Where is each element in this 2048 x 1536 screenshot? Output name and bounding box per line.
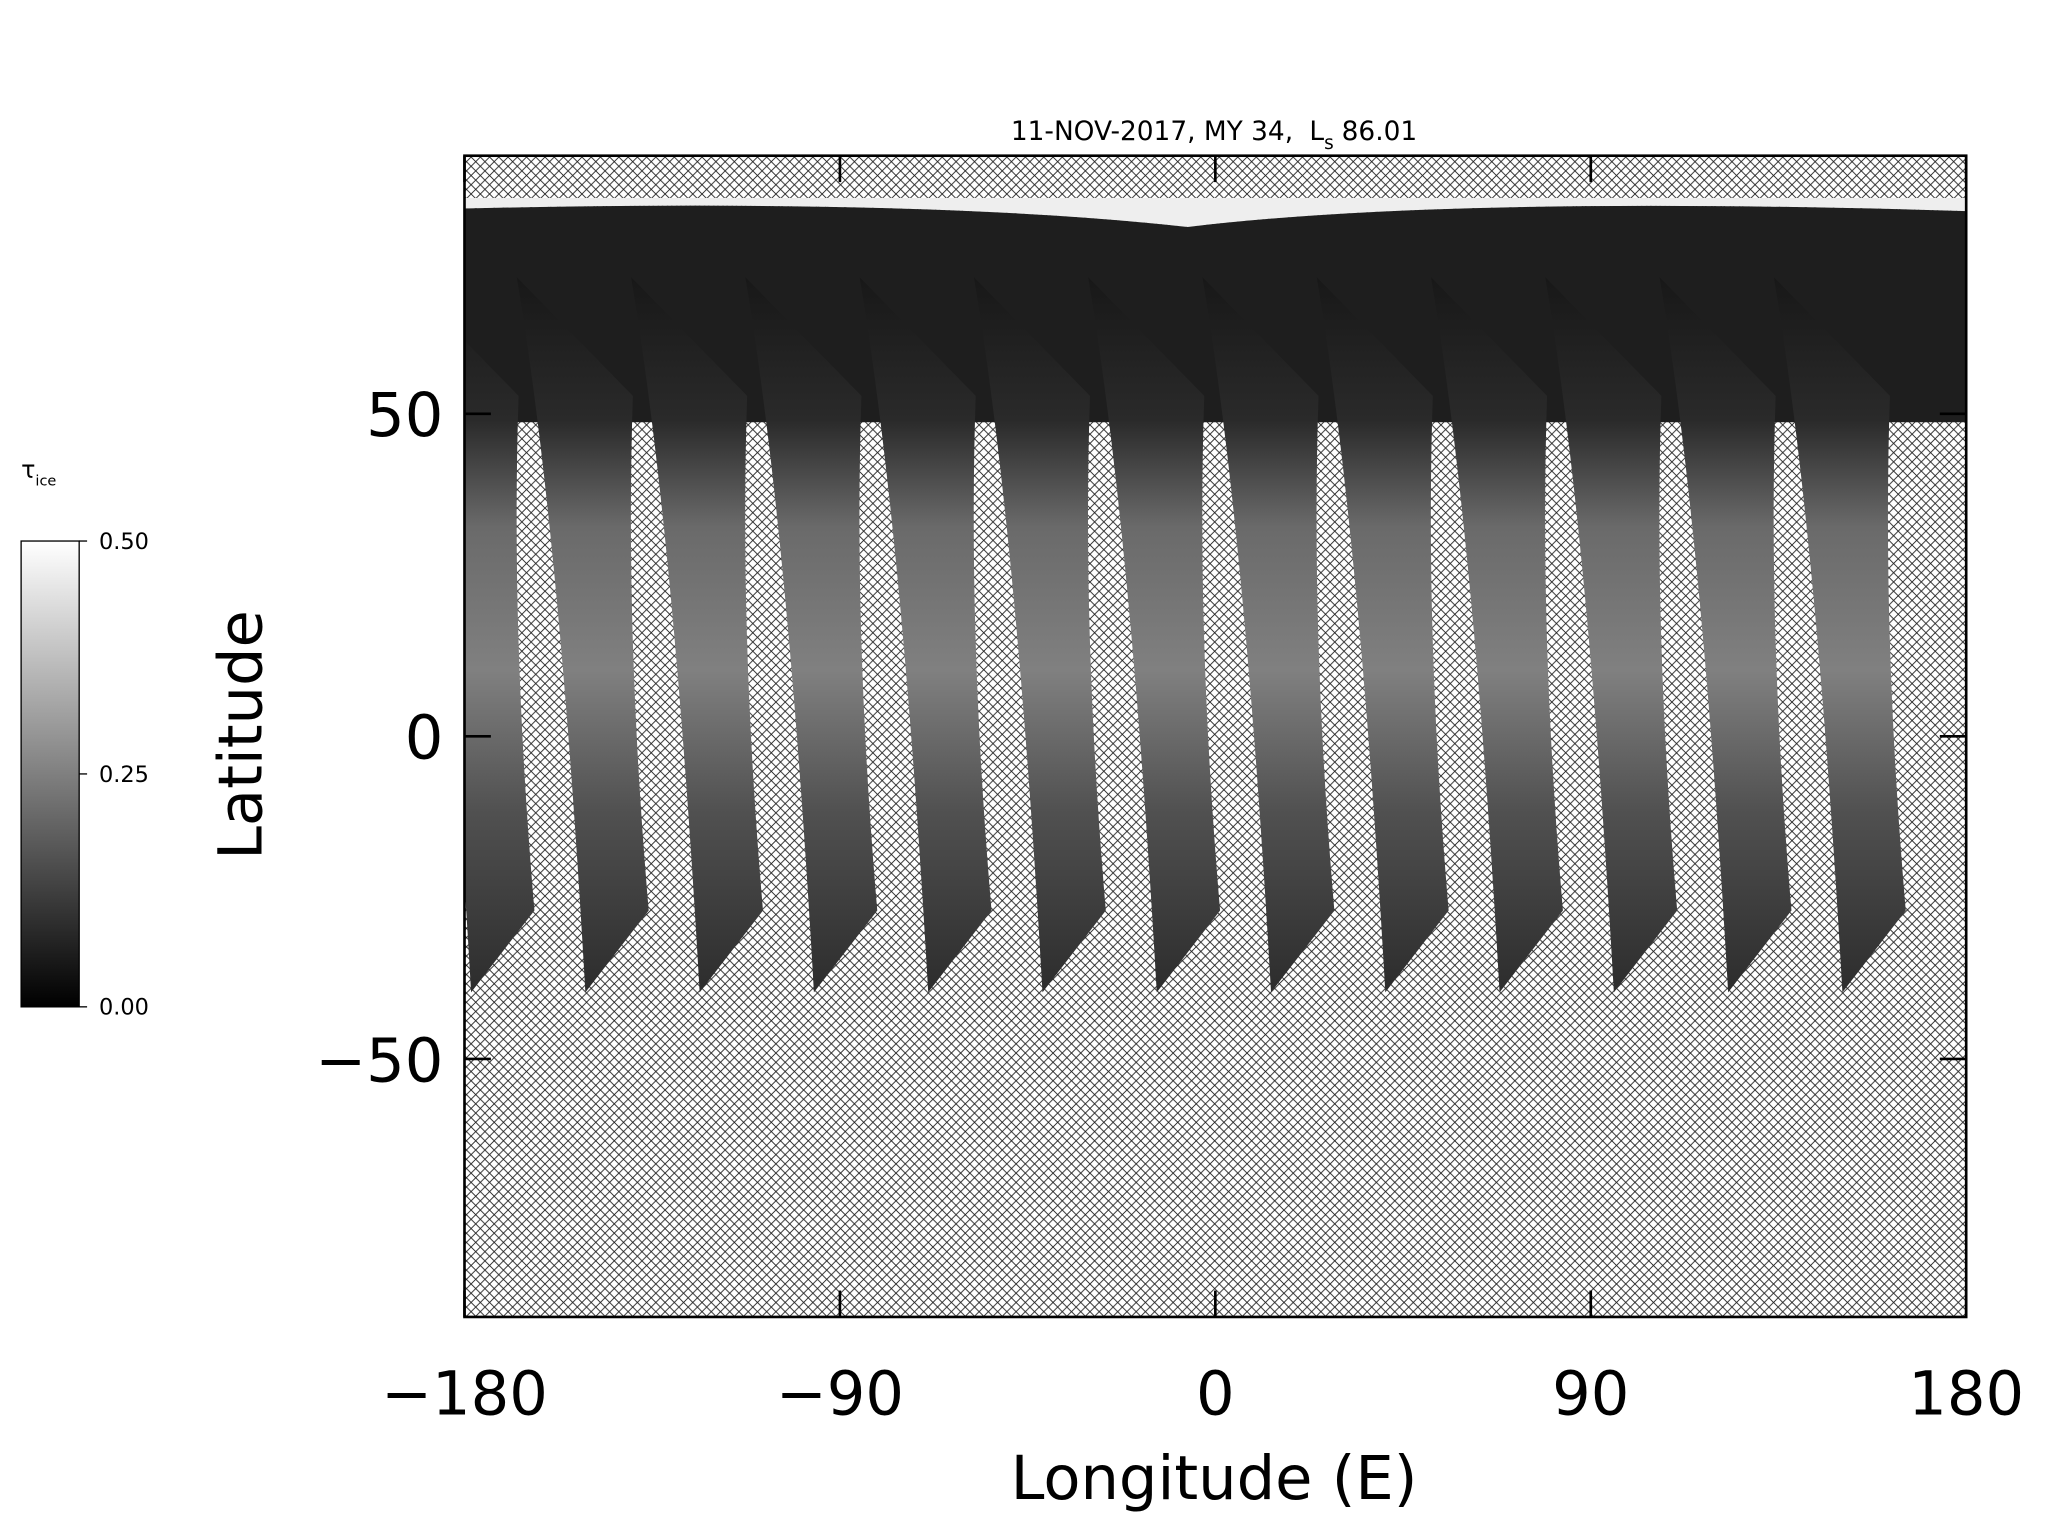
x-tick-label: 90 <box>1552 1360 1629 1430</box>
x-axis-label: Longitude (E) <box>1011 1444 1418 1514</box>
swath <box>859 277 992 993</box>
chart-title: 11-NOV-2017, MY 34, Ls 86.01 <box>1011 117 1417 154</box>
x-tick-label: −90 <box>776 1360 904 1430</box>
x-tick-label: −180 <box>381 1360 548 1430</box>
title-subscript: s <box>1324 133 1334 154</box>
swath <box>1088 277 1221 993</box>
colorbar-tick-label: 0.25 <box>99 762 149 788</box>
swath <box>1773 277 1906 993</box>
swath <box>973 277 1106 993</box>
swath <box>464 340 535 993</box>
polar-cap <box>464 197 1967 227</box>
colorbar-symbol: τ <box>21 456 35 484</box>
swath <box>516 277 649 993</box>
swath <box>1545 277 1678 993</box>
y-tick-label: 50 <box>366 381 443 451</box>
colorbar-subscript: ice <box>35 474 56 490</box>
y-tick-label: −50 <box>315 1026 443 1096</box>
title-text: 11-NOV-2017, MY 34, <box>1011 117 1293 147</box>
swath <box>1316 277 1449 993</box>
colorbar-tick-label: 0.50 <box>99 529 149 555</box>
colorbar <box>20 540 80 1008</box>
y-axis-label: Latitude <box>206 610 276 860</box>
title-symbol: L <box>1309 117 1324 147</box>
swath <box>631 277 763 993</box>
map-imagery <box>464 197 1967 993</box>
colorbar-tick-label: 0.00 <box>99 995 149 1021</box>
swath <box>1659 277 1792 993</box>
x-tick-label: 0 <box>1196 1360 1235 1430</box>
swath <box>745 277 878 993</box>
y-tick-label: 0 <box>405 704 444 774</box>
title-value: 86.01 <box>1342 117 1418 147</box>
colorbar-label: τice <box>21 456 56 490</box>
x-tick-label: 180 <box>1908 1360 2024 1430</box>
swath <box>1430 277 1563 993</box>
swath <box>1202 277 1335 993</box>
